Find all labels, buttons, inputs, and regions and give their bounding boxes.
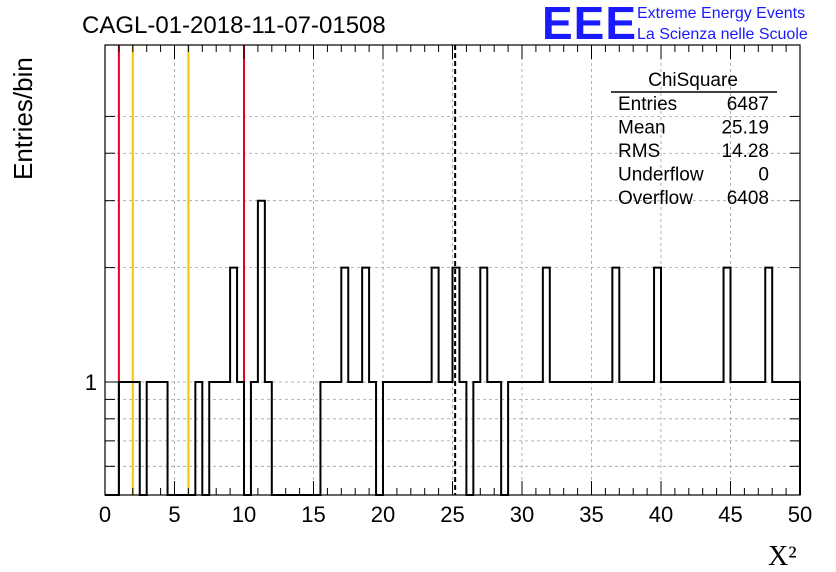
stats-rows: Entries 6487 Mean 25.19 RMS 14.28 Underflow 0 Ov… xyxy=(618,94,769,209)
x-axis-label: X² xyxy=(768,541,797,572)
x-tick-label: 50 xyxy=(788,502,812,527)
stats-row-label: Entries xyxy=(618,94,677,115)
stats-title: ChiSquare xyxy=(648,70,738,91)
stats-row-label: RMS xyxy=(618,141,660,162)
x-tick-label: 0 xyxy=(99,502,111,527)
stats-row-value: 6408 xyxy=(727,188,769,209)
x-tick-label: 40 xyxy=(649,502,673,527)
axis-ticks: 0 5 10 15 20 25 30 35 40 45 50 1 xyxy=(85,45,812,527)
y-tick-label: 1 xyxy=(85,370,97,395)
chart-title: CAGL-01-2018-11-07-01508 xyxy=(82,12,386,39)
stats-row-label: Overflow xyxy=(618,188,693,209)
eee-logo-line2: La Scienza nelle Scuole xyxy=(637,26,808,43)
y-axis-label: Entries/bin xyxy=(8,57,38,180)
x-tick-label: 5 xyxy=(168,502,180,527)
x-tick-label: 15 xyxy=(301,502,325,527)
stats-row-value: 6487 xyxy=(727,94,769,115)
eee-logo: EEE Extreme Energy Events La Scienza nel… xyxy=(542,0,808,49)
x-tick-label: 35 xyxy=(579,502,603,527)
stats-row-label: Underflow xyxy=(618,165,704,186)
plot-frame xyxy=(104,44,801,496)
histogram-bins xyxy=(105,199,801,496)
x-tick-label: 30 xyxy=(510,502,534,527)
x-tick-label: 20 xyxy=(371,502,395,527)
histogram-outline xyxy=(105,199,801,496)
x-tick-label: 45 xyxy=(718,502,742,527)
cut-lines xyxy=(117,45,457,495)
stats-row-value: 0 xyxy=(758,165,769,186)
x-tick-label: 25 xyxy=(440,502,464,527)
x-tick-label: 10 xyxy=(232,502,256,527)
stats-box: ChiSquare Entries 6487 Mean 25.19 RMS 14.28 Un… xyxy=(611,70,777,209)
stats-row-label: Mean xyxy=(618,118,666,139)
eee-logo-line1: Extreme Energy Events xyxy=(637,5,805,22)
stats-row-value: 25.19 xyxy=(721,118,769,139)
eee-logo-mark: EEE xyxy=(542,0,637,49)
stats-row-value: 14.28 xyxy=(721,141,769,162)
